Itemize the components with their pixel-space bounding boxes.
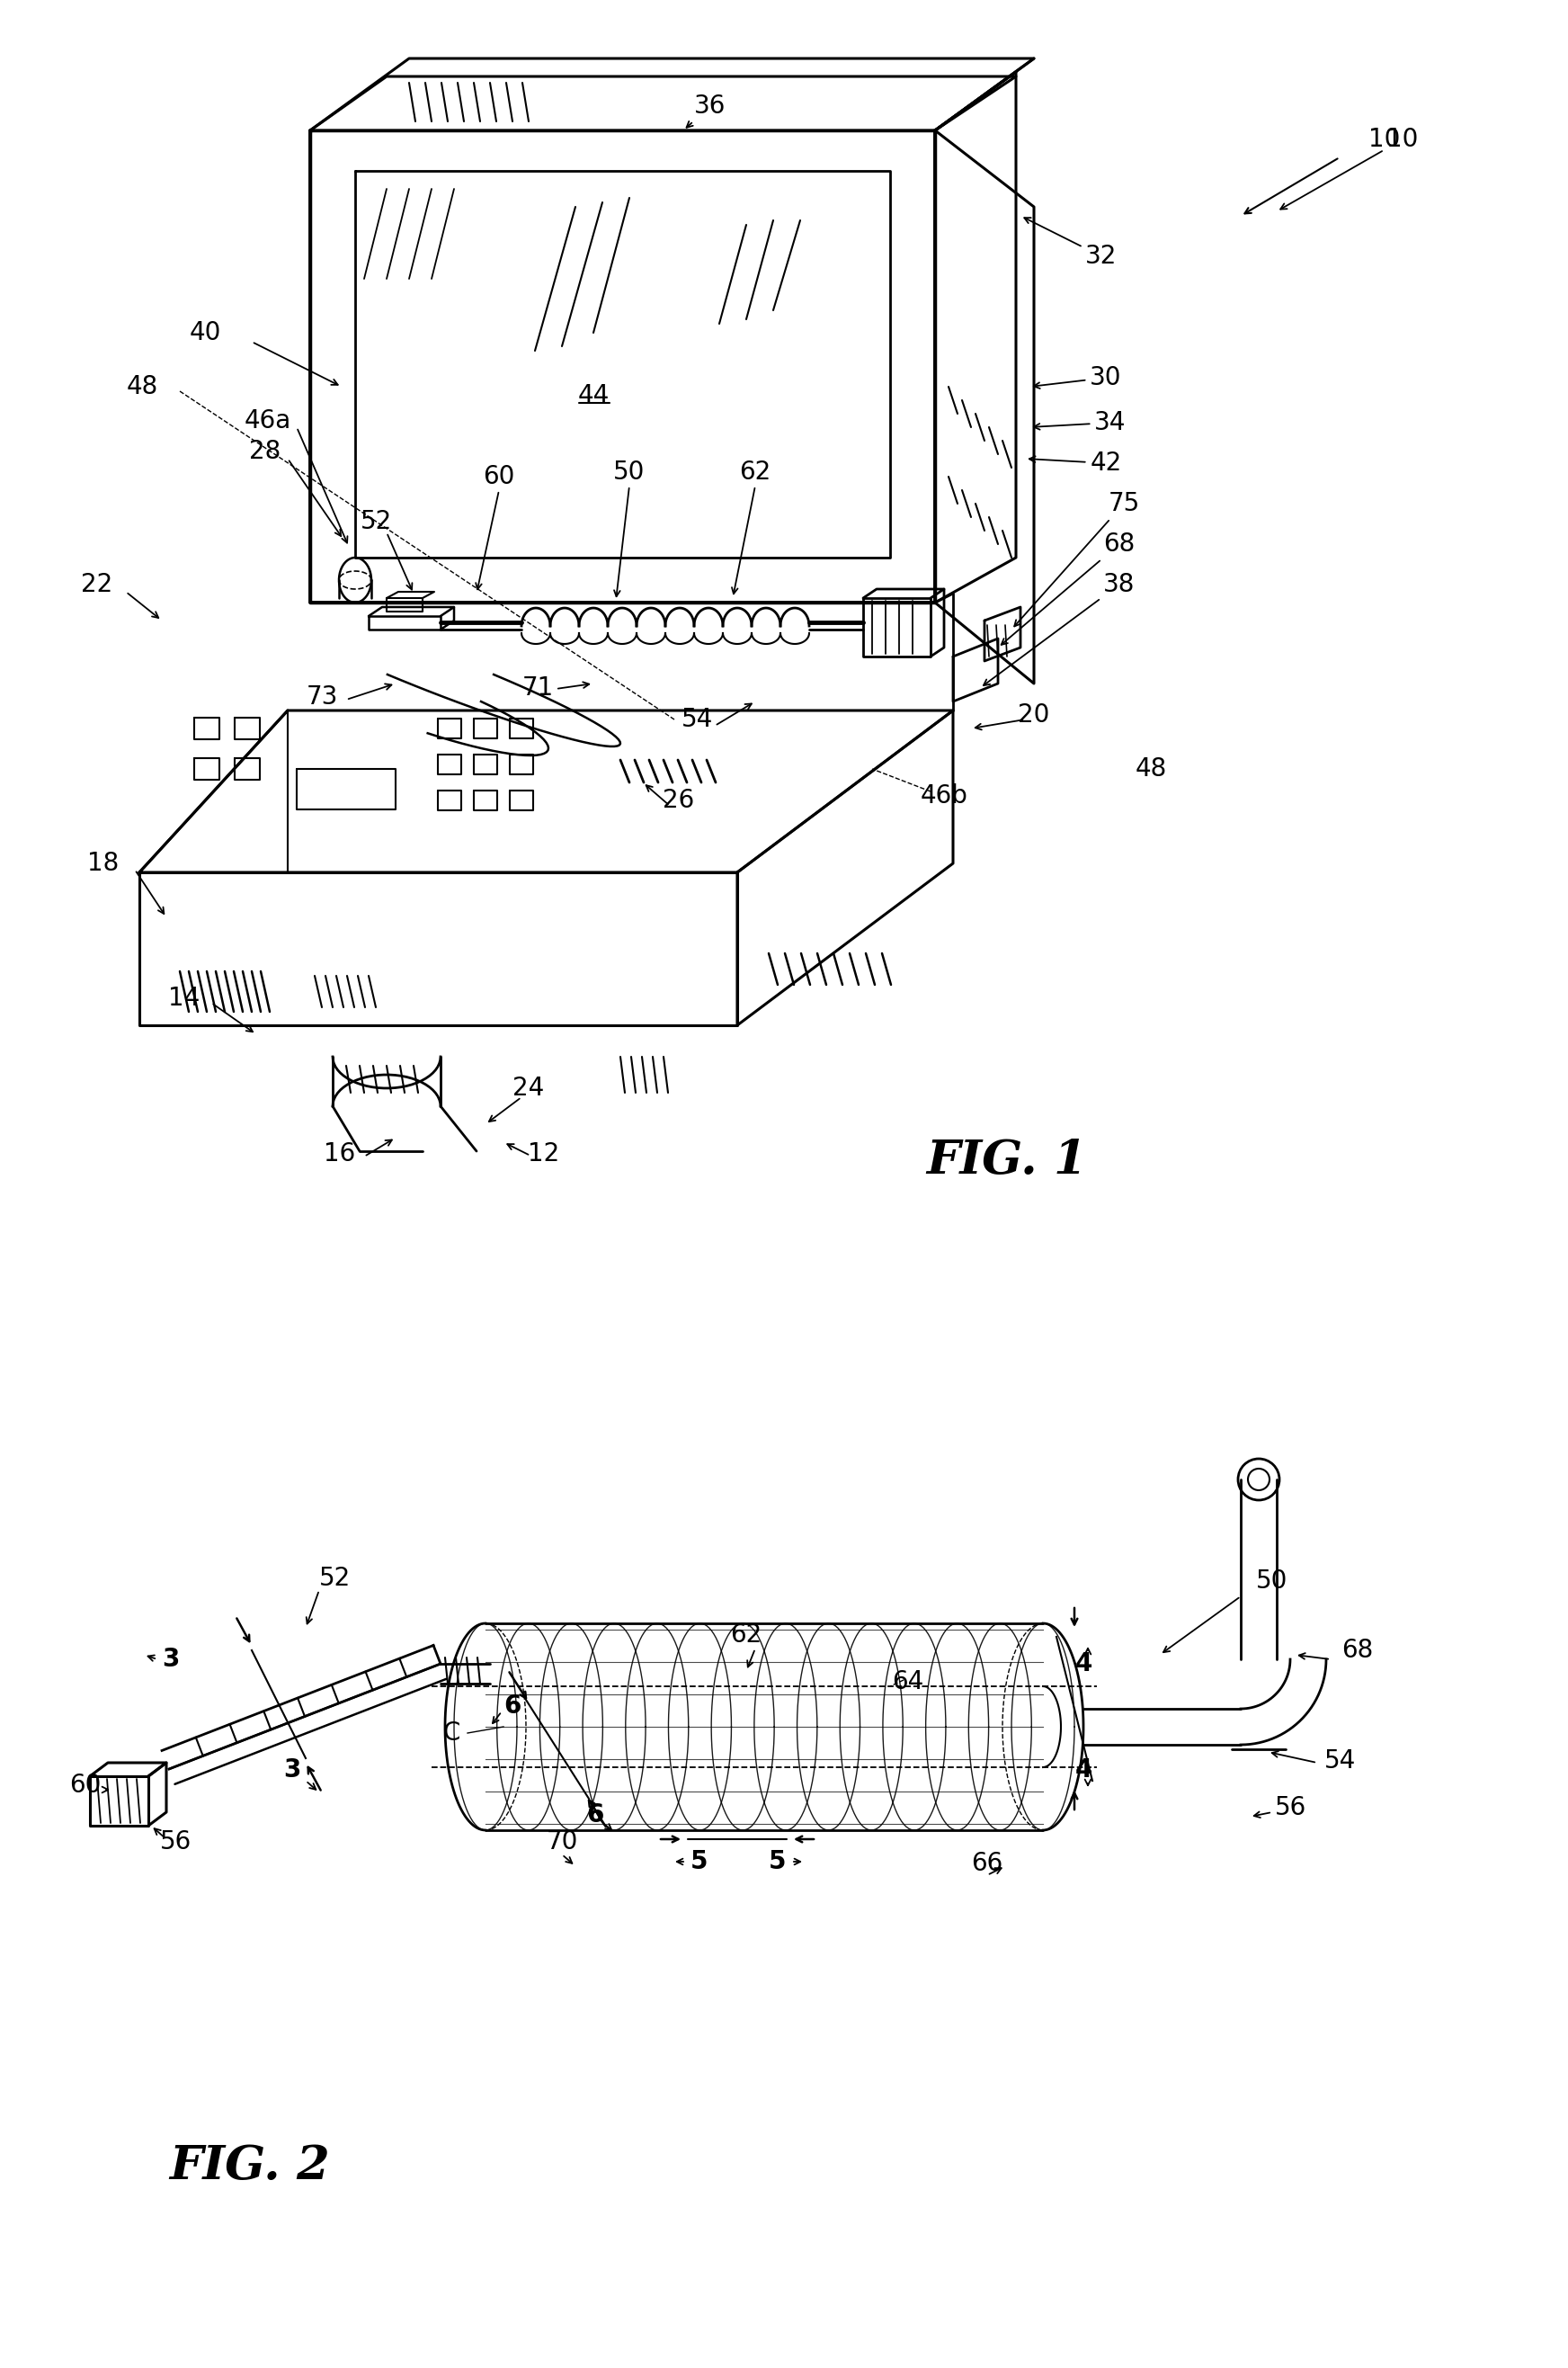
Text: 6: 6 (586, 1802, 604, 1828)
Text: 10: 10 (1281, 128, 1419, 208)
Text: 16: 16 (325, 1141, 356, 1167)
Text: 5: 5 (691, 1849, 709, 1873)
Text: 71: 71 (522, 675, 554, 701)
Text: 50: 50 (613, 459, 646, 485)
Text: 64: 64 (892, 1669, 924, 1695)
Text: 62: 62 (740, 459, 771, 485)
Text: 14: 14 (168, 985, 201, 1011)
Text: 60: 60 (483, 464, 514, 490)
Text: FIG. 2: FIG. 2 (169, 2143, 331, 2188)
Text: 66: 66 (971, 1852, 1004, 1875)
Text: 32: 32 (1024, 218, 1118, 270)
Text: 73: 73 (306, 684, 337, 710)
Text: 4: 4 (1074, 1757, 1091, 1783)
Text: 26: 26 (663, 789, 695, 812)
Text: 20: 20 (1018, 703, 1051, 727)
Text: 54: 54 (681, 708, 712, 732)
Text: 50: 50 (1256, 1568, 1287, 1594)
Text: 54: 54 (1323, 1748, 1355, 1774)
Text: 56: 56 (160, 1830, 191, 1854)
Text: 75: 75 (1014, 490, 1140, 625)
Text: 46a: 46a (245, 407, 292, 433)
Text: 5: 5 (768, 1849, 787, 1873)
Text: 3: 3 (162, 1646, 179, 1672)
Text: 36: 36 (687, 92, 726, 128)
Text: 6: 6 (503, 1693, 521, 1719)
Text: 52: 52 (361, 509, 392, 535)
Text: 52: 52 (318, 1565, 350, 1591)
Text: 34: 34 (1033, 410, 1126, 436)
Text: 44: 44 (577, 384, 610, 407)
Text: 62: 62 (731, 1622, 762, 1648)
Text: 70: 70 (546, 1830, 579, 1854)
Text: 4: 4 (1074, 1650, 1091, 1677)
Text: 18: 18 (88, 850, 119, 876)
Text: C: C (442, 1722, 459, 1745)
Text: 22: 22 (82, 573, 113, 597)
Text: 46b: 46b (920, 784, 967, 807)
Text: 60: 60 (69, 1774, 102, 1797)
Text: 24: 24 (513, 1075, 544, 1101)
Text: 42: 42 (1029, 450, 1121, 476)
Text: 48: 48 (1135, 755, 1167, 781)
Text: 48: 48 (125, 374, 158, 400)
Text: 28: 28 (249, 438, 281, 464)
Text: 68: 68 (1002, 530, 1135, 644)
Text: 40: 40 (190, 320, 221, 346)
Text: 56: 56 (1275, 1795, 1306, 1821)
Text: 10: 10 (1369, 128, 1400, 152)
Text: 30: 30 (1033, 365, 1121, 391)
Text: 3: 3 (284, 1757, 301, 1783)
Text: 68: 68 (1342, 1639, 1374, 1662)
Text: 38: 38 (983, 573, 1135, 684)
Text: FIG. 1: FIG. 1 (927, 1137, 1087, 1184)
Text: 12: 12 (528, 1141, 560, 1167)
